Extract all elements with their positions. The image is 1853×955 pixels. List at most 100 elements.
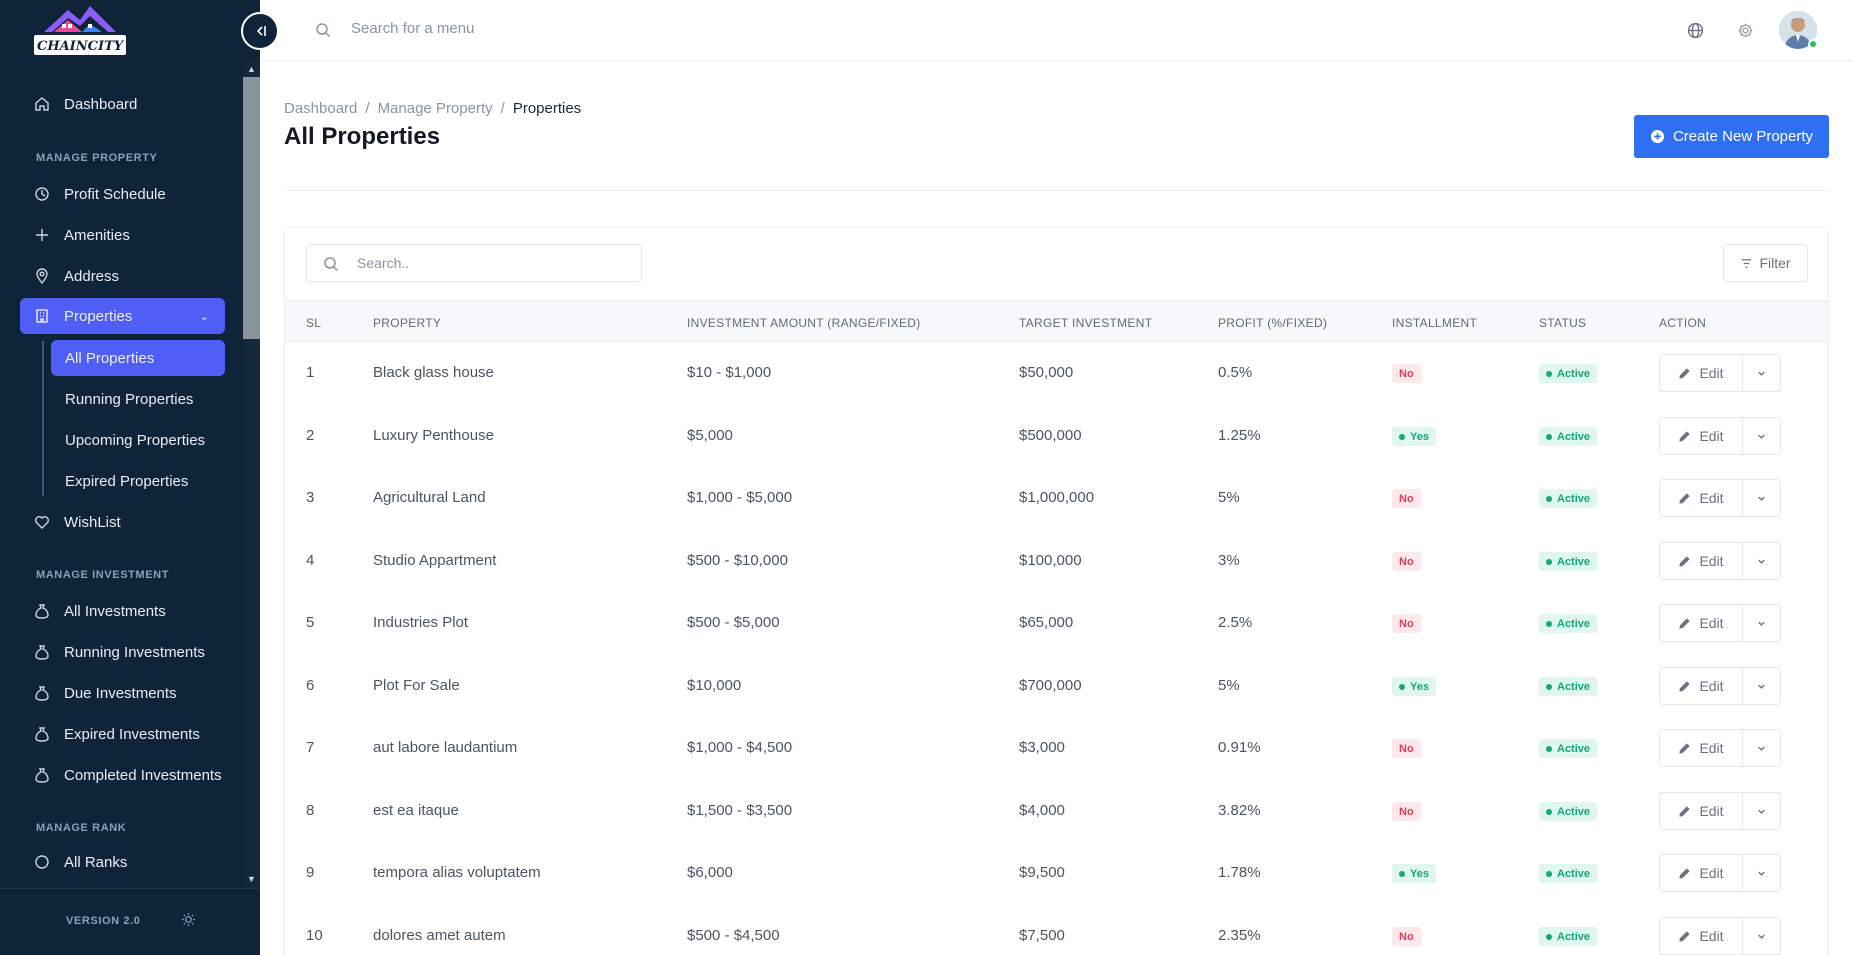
action-dropdown-toggle[interactable] (1742, 604, 1781, 642)
action-dropdown-toggle[interactable] (1742, 792, 1781, 830)
money-bag-icon (20, 685, 64, 701)
edit-button[interactable]: Edit (1659, 542, 1743, 580)
plus-circle-icon (1650, 129, 1665, 144)
action-dropdown-toggle[interactable] (1742, 667, 1781, 705)
action-dropdown-toggle[interactable] (1742, 917, 1781, 955)
sidebar-item-dashboard[interactable]: Dashboard (20, 86, 225, 122)
sidebar-item-address[interactable]: Address (20, 258, 225, 294)
sidebar-subitem-all-properties[interactable]: All Properties (51, 340, 225, 376)
column-header-profit: PROFIT (%/FIXED) (1218, 316, 1328, 330)
sidebar-item-profit-schedule[interactable]: Profit Schedule (20, 176, 225, 212)
sidebar-item-amenities[interactable]: Amenities (20, 217, 225, 253)
menu-search-input[interactable] (351, 20, 751, 37)
table-search-box[interactable] (306, 244, 642, 282)
column-header-target-investment: TARGET INVESTMENT (1019, 316, 1153, 330)
scroll-up-arrow[interactable]: ▲ (247, 64, 256, 74)
sidebar-scroll-thumb[interactable] (243, 77, 260, 339)
sidebar-item-all-ranks[interactable]: All Ranks (20, 844, 225, 880)
globe-icon[interactable] (1687, 22, 1704, 44)
cell-target-investment: $65,000 (1019, 614, 1074, 631)
cell-property: Black glass house (373, 364, 494, 381)
status-badge: Active (1539, 364, 1598, 383)
sidebar-item-label: WishList (64, 513, 121, 531)
edit-button[interactable]: Edit (1659, 604, 1743, 642)
cell-property: tempora alias voluptatem (373, 864, 541, 881)
avatar[interactable] (1779, 11, 1817, 49)
installment-badge: No (1392, 927, 1421, 946)
chevron-down-icon (1758, 871, 1765, 876)
sidebar-item-running-investments[interactable]: Running Investments (20, 634, 225, 670)
edit-button[interactable]: Edit (1659, 417, 1743, 455)
edit-button[interactable]: Edit (1659, 792, 1743, 830)
breadcrumb-separator: / (365, 100, 370, 117)
sidebar-subitem-expired-properties[interactable]: Expired Properties (65, 472, 189, 490)
cell-investment-amount: $10,000 (687, 677, 742, 694)
chevron-down-icon (1758, 746, 1765, 751)
gear-icon[interactable] (1737, 22, 1754, 44)
sidebar-item-properties[interactable]: Properties ⌄ (20, 298, 225, 334)
cell-property: Studio Appartment (373, 552, 497, 569)
cell-target-investment: $700,000 (1019, 677, 1082, 694)
sun-icon[interactable] (181, 912, 196, 932)
installment-badge: No (1392, 614, 1421, 633)
filter-button[interactable]: Filter (1723, 244, 1808, 282)
table-row: 10 dolores amet autem $500 - $4,500 $7,500 2… (285, 905, 1828, 955)
installment-badge: No (1392, 552, 1421, 571)
header-divider (284, 190, 1829, 191)
filter-label: Filter (1759, 255, 1791, 271)
pencil-icon (1679, 492, 1691, 504)
edit-label: Edit (1699, 428, 1724, 444)
action-dropdown-toggle[interactable] (1742, 729, 1781, 767)
sidebar-item-label: Profit Schedule (64, 185, 166, 203)
breadcrumb-manage-property[interactable]: Manage Property (377, 100, 493, 117)
sidebar-item-all-investments[interactable]: All Investments (20, 593, 225, 629)
installment-badge: No (1392, 802, 1421, 821)
breadcrumb-dashboard[interactable]: Dashboard (284, 100, 358, 117)
table-search-input[interactable] (357, 255, 627, 271)
sidebar-item-wishlist[interactable]: WishList (20, 504, 225, 540)
edit-button[interactable]: Edit (1659, 854, 1743, 892)
edit-button[interactable]: Edit (1659, 917, 1743, 955)
scroll-down-arrow[interactable]: ▼ (247, 874, 256, 884)
sidebar-item-expired-investments[interactable]: Expired Investments (20, 716, 225, 752)
status-label: Active (1557, 930, 1591, 943)
sidebar-item-due-investments[interactable]: Due Investments (20, 675, 225, 711)
edit-label: Edit (1699, 490, 1724, 506)
column-header-sl: SL (306, 316, 322, 330)
column-header-status: STATUS (1539, 316, 1587, 330)
action-dropdown-toggle[interactable] (1742, 417, 1781, 455)
pencil-icon (1679, 555, 1691, 567)
sidebar-item-completed-investments[interactable]: Completed Investments (20, 757, 225, 793)
plus-icon (20, 227, 64, 243)
status-badge: Active (1539, 927, 1598, 946)
action-dropdown-toggle[interactable] (1742, 479, 1781, 517)
edit-button[interactable]: Edit (1659, 479, 1743, 517)
sidebar-subitem-running-properties[interactable]: Running Properties (65, 390, 194, 408)
status-dot (1546, 495, 1552, 502)
sidebar-subitem-upcoming-properties[interactable]: Upcoming Properties (65, 431, 206, 449)
status-badge: Active (1539, 427, 1598, 446)
table-row: 2 Luxury Penthouse $5,000 $500,000 1.25% Yes A… (285, 405, 1828, 467)
cell-property: Agricultural Land (373, 489, 486, 506)
table-row: 9 tempora alias voluptatem $6,000 $9,500 1.7… (285, 842, 1828, 904)
installment-label: No (1399, 367, 1414, 380)
edit-button[interactable]: Edit (1659, 667, 1743, 705)
cell-investment-amount: $6,000 (687, 864, 733, 881)
create-new-property-button[interactable]: Create New Property (1634, 115, 1829, 158)
sidebar-item-label: Amenities (64, 226, 130, 244)
cell-profit: 5% (1218, 677, 1240, 694)
column-header-action: ACTION (1659, 316, 1707, 330)
status-label: Active (1557, 492, 1591, 505)
edit-button[interactable]: Edit (1659, 729, 1743, 767)
action-dropdown-toggle[interactable] (1742, 854, 1781, 892)
status-dot (1546, 370, 1552, 377)
chevron-down-icon (1758, 559, 1765, 564)
status-badge: Active (1539, 552, 1598, 571)
table-header: SL PROPERTY INVESTMENT AMOUNT (RANGE/FIX… (285, 300, 1828, 342)
edit-button[interactable]: Edit (1659, 354, 1743, 392)
chaincity-logo[interactable]: CHAINCITY (28, 2, 132, 58)
table-row: 1 Black glass house $10 - $1,000 $50,000 0.5… (285, 342, 1828, 404)
action-dropdown-toggle[interactable] (1742, 542, 1781, 580)
action-dropdown-toggle[interactable] (1742, 354, 1781, 392)
sidebar-collapse-button[interactable] (241, 12, 279, 50)
